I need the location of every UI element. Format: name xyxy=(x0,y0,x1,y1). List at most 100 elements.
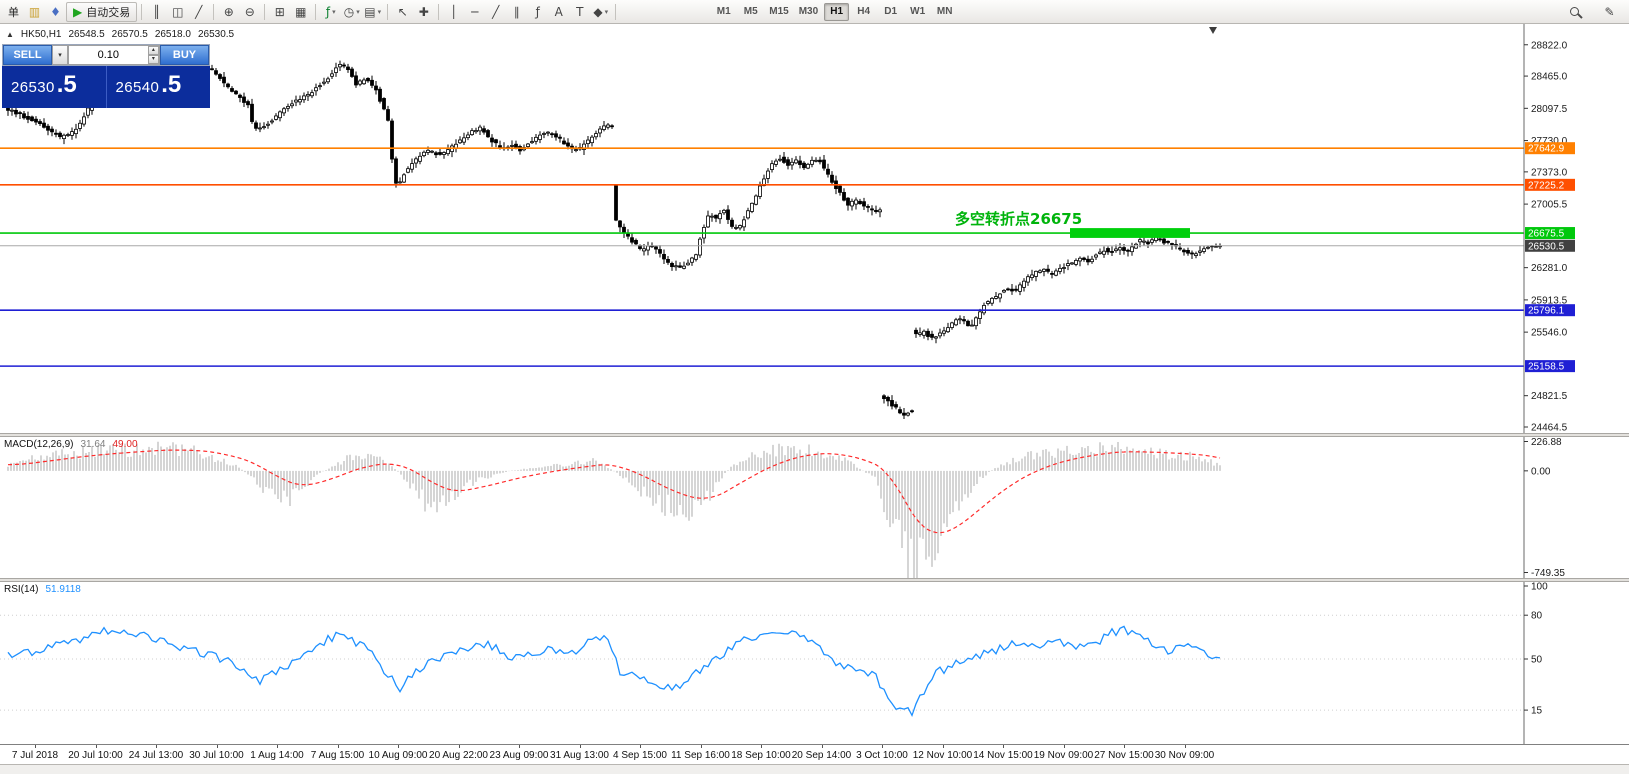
time-label: 12 Nov 10:00 xyxy=(912,750,973,761)
equidistant-channel-icon[interactable]: ∥ xyxy=(506,2,527,22)
time-axis-tick xyxy=(1003,745,1004,748)
macd-canvas[interactable]: 226.88 0.00 -749.35 xyxy=(0,437,1629,578)
tile-windows-icon[interactable]: ⊞ xyxy=(269,2,290,22)
price-chart-panel: 多空转折点26675 28822.0 28465.0 28097.5 27730.0 27… xyxy=(0,24,1629,433)
arrows-icon[interactable]: ◆ ▾ xyxy=(590,2,611,22)
dropdown-caret-icon: ▾ xyxy=(377,7,382,16)
periods-button[interactable]: ◷ ▾ xyxy=(341,2,362,22)
price-axis-tick: 25913.5 xyxy=(1531,295,1568,306)
timeframe-m30[interactable]: M30 xyxy=(798,6,819,17)
volume-increase-button[interactable]: ▴ xyxy=(147,46,159,55)
timeframe-mn[interactable]: MN xyxy=(936,6,953,17)
buy-price-main: 26540 xyxy=(115,79,160,96)
time-axis-tick xyxy=(1063,745,1065,748)
horizontal-line-icon[interactable]: ─ xyxy=(464,2,485,22)
templates-button[interactable]: ▤ ▾ xyxy=(362,2,383,22)
panel-separator[interactable] xyxy=(0,578,1629,582)
macd-histogram xyxy=(7,441,1221,578)
buy-price-display[interactable]: 26540 .5 xyxy=(106,66,210,108)
profiles-icon[interactable]: ♦ xyxy=(45,2,66,22)
new-chart-icon[interactable]: ▥ xyxy=(24,2,45,22)
zoom-out-icon[interactable]: ⊖ xyxy=(239,2,260,22)
rsi-axis-tick: 100 xyxy=(1531,582,1548,593)
bar-chart-icon-glyph: ║ xyxy=(153,4,161,19)
one-click-trading-widget: SELL ▾ ▴ ▾ BUY 26530 .5 xyxy=(2,44,210,108)
sell-button[interactable]: SELL xyxy=(3,45,52,65)
rsi-canvas[interactable]: 100 80 50 15 xyxy=(0,582,1629,744)
new-order-button[interactable]: 单 xyxy=(8,5,19,19)
fibonacci-icon[interactable]: ƒ xyxy=(527,2,548,22)
bar-chart-icon[interactable]: ║ xyxy=(146,2,167,22)
crosshair-icon[interactable]: ✚ xyxy=(413,2,434,22)
rsi-value: 51.9118 xyxy=(45,584,81,595)
text-icon[interactable]: A xyxy=(548,2,569,22)
time-label: 18 Sep 10:00 xyxy=(731,750,791,761)
pivot-annotation-text[interactable]: 多空转折点26675 xyxy=(955,210,1082,228)
resistance-line-27642-price-label xyxy=(1525,142,1575,155)
ideas-button[interactable]: ✎ xyxy=(1604,4,1615,19)
svg-text:26530.5: 26530.5 xyxy=(1528,241,1565,252)
macd-name: MACD(12,26,9) xyxy=(4,439,74,450)
search-icon xyxy=(1570,7,1579,16)
quote-high: 26570.5 xyxy=(111,29,148,40)
price-axis-tick: 26281.0 xyxy=(1531,263,1568,274)
line-chart-icon[interactable]: ╱ xyxy=(188,2,209,22)
vertical-line-icon[interactable]: │ xyxy=(443,2,464,22)
timeframe-w1[interactable]: W1 xyxy=(910,6,926,17)
candlestick-chart-icon[interactable]: ◫ xyxy=(167,2,188,22)
timeframe-m1[interactable]: M1 xyxy=(716,6,731,17)
time-label: 1 Aug 14:00 xyxy=(250,750,304,761)
text-label-icon[interactable]: T xyxy=(569,2,590,22)
time-label: 24 Jul 13:00 xyxy=(128,750,184,761)
horizontal-line-icon-glyph: ─ xyxy=(471,4,479,19)
trendline-icon[interactable]: ╱ xyxy=(485,2,506,22)
timeframe-h4[interactable]: H4 xyxy=(857,6,871,17)
timeframe-d1[interactable]: D1 xyxy=(884,6,898,17)
current-price-label xyxy=(1525,239,1575,252)
cursor-icon[interactable]: ↖ xyxy=(392,2,413,22)
time-label: 7 Jul 2018 xyxy=(11,750,59,761)
text-icon-glyph: A xyxy=(554,4,563,19)
macd-main-value: 31.64 xyxy=(80,439,106,450)
timeframe-h1[interactable]: H1 xyxy=(824,2,850,21)
autotrading-button-label: 自动交易 xyxy=(86,5,131,19)
volume-spinner: ▴ ▾ xyxy=(147,46,159,64)
time-axis-tick xyxy=(1184,745,1186,748)
panel-separator[interactable] xyxy=(0,433,1629,437)
toolbar-separator xyxy=(141,3,143,20)
price-chart-canvas[interactable]: 多空转折点2667528822.028465.028097.527730.027… xyxy=(0,24,1629,433)
quote-close: 26530.5 xyxy=(197,29,235,40)
volume-decrease-button[interactable]: ▾ xyxy=(147,55,159,64)
pivot-highlight-band[interactable] xyxy=(1070,228,1190,238)
trendline-icon-glyph: ╱ xyxy=(492,4,500,19)
time-axis[interactable]: 7 Jul 2018 20 Jul 10:00 24 Jul 13:00 30 Jul… xyxy=(0,744,1629,764)
timeframe-m5[interactable]: M5 xyxy=(743,6,758,17)
time-axis-tick xyxy=(640,745,641,748)
symbol-search-button[interactable] xyxy=(1564,2,1585,22)
auto-arrange-icon-glyph: ▦ xyxy=(295,4,307,19)
symbol-period-label: HK50,H1 xyxy=(20,29,62,40)
buy-button[interactable]: BUY xyxy=(160,45,209,65)
toolbar-separator xyxy=(213,3,215,20)
rsi-axis-tick: 80 xyxy=(1531,611,1543,622)
chart-shift-marker[interactable] xyxy=(1209,27,1217,34)
time-label: 3 Oct 10:00 xyxy=(856,750,908,761)
zoom-in-icon[interactable]: ⊕ xyxy=(218,2,239,22)
time-label: 27 Nov 15:00 xyxy=(1094,750,1154,761)
one-click-collapse-arrow[interactable]: ▲ xyxy=(6,30,14,39)
auto-arrange-icon[interactable]: ▦ xyxy=(290,2,311,22)
autotrading-button[interactable]: ▶ 自动交易 xyxy=(66,1,138,22)
toolbar-separator xyxy=(438,3,440,20)
toolbar-right-icons: ✎ xyxy=(1564,2,1620,22)
indicators-button[interactable]: ƒ ▾ xyxy=(320,2,341,22)
price-axis-tick: 27005.5 xyxy=(1531,200,1568,211)
sell-price-display[interactable]: 26530 .5 xyxy=(2,66,107,108)
time-axis-tick xyxy=(337,745,339,748)
volume-dropdown-button[interactable]: ▾ xyxy=(52,45,68,65)
volume-input[interactable] xyxy=(69,46,148,64)
svg-text:26675.5: 26675.5 xyxy=(1528,229,1565,240)
timeframe-m15[interactable]: M15 xyxy=(769,6,789,17)
pivot-line-26675-price-label xyxy=(1525,227,1575,240)
dropdown-caret-icon: ▾ xyxy=(332,7,336,16)
time-axis-tick xyxy=(700,745,702,748)
